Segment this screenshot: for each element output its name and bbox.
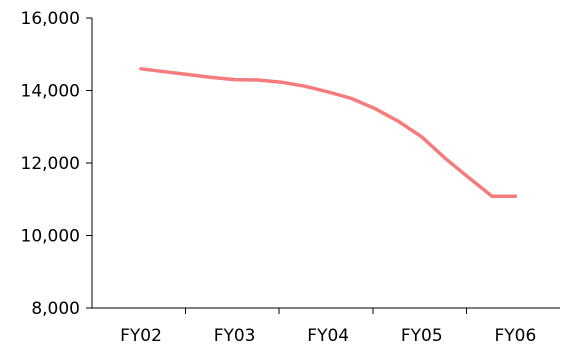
y-axis: 8,000 10,000 12,000 14,000 16,000 xyxy=(21,9,93,319)
x-tick-label: FY06 xyxy=(495,326,537,346)
series-line xyxy=(139,67,518,199)
x-tick-label: FY04 xyxy=(307,326,349,346)
y-tick-label: 16,000 xyxy=(21,9,80,29)
x-axis: FY02 FY03 FY04 FY05 FY06 xyxy=(92,307,560,346)
y-tick-label: 14,000 xyxy=(21,82,80,102)
y-tick-label: 10,000 xyxy=(21,227,80,247)
series-layer xyxy=(139,67,518,199)
x-tick-label: FY03 xyxy=(214,326,256,346)
x-tick-label: FY02 xyxy=(120,326,162,346)
y-tick-label: 12,000 xyxy=(21,154,80,174)
y-tick-label: 8,000 xyxy=(31,299,80,319)
x-tick-label: FY05 xyxy=(401,326,443,346)
